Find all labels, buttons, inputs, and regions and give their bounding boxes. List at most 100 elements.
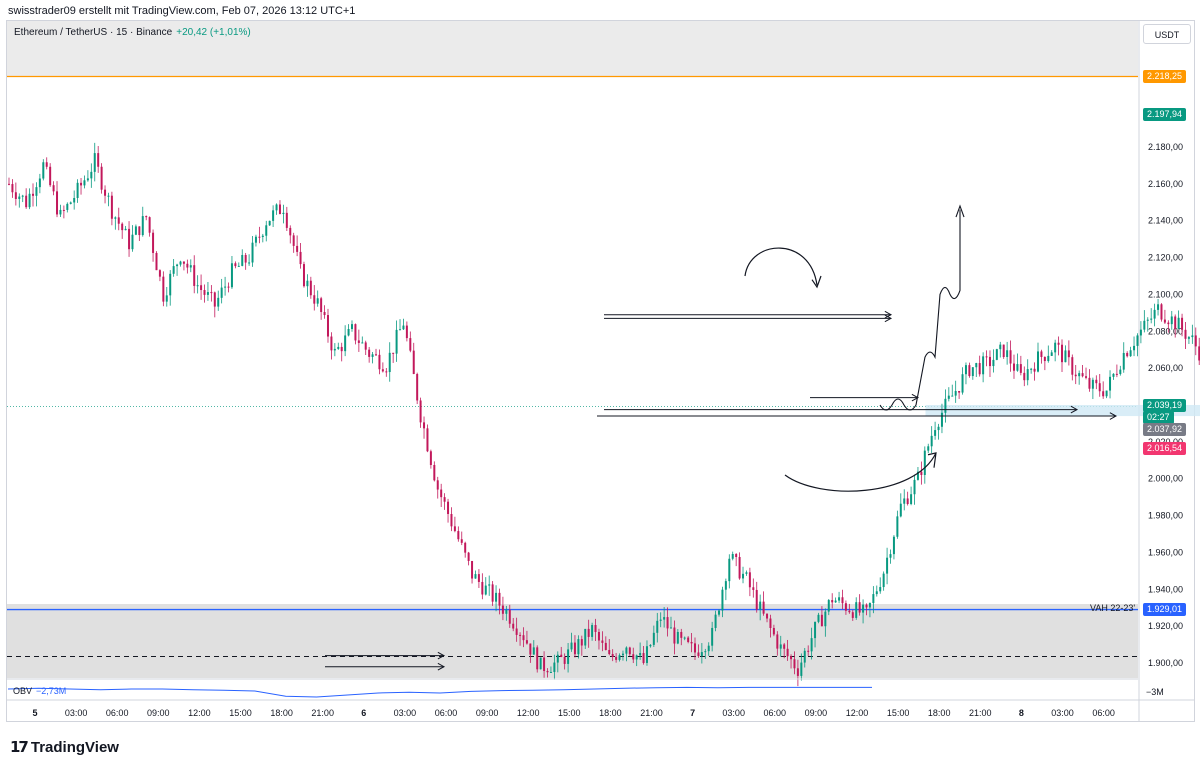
x-tick-label: 12:00 — [517, 708, 540, 718]
candle-body — [899, 503, 902, 517]
candle-body — [165, 295, 168, 302]
x-tick-label: 8 — [1019, 708, 1024, 718]
candle-body — [731, 554, 734, 559]
entry-price-tag: 2.037,92 — [1143, 423, 1187, 436]
candle-body — [93, 153, 96, 172]
candle-body — [776, 634, 779, 649]
y-tick-label: 1.900,00 — [1148, 658, 1183, 668]
candle-body — [224, 286, 227, 288]
candle-body — [567, 649, 570, 664]
candle-body — [179, 261, 182, 265]
candle-body — [896, 516, 899, 537]
candle-body — [1170, 316, 1173, 325]
candle-body — [357, 340, 360, 343]
candle-body — [714, 614, 717, 628]
candle-body — [1187, 337, 1190, 339]
candle-body — [186, 263, 189, 268]
candle-body — [525, 640, 528, 644]
candle-body — [810, 638, 813, 652]
candle-body — [155, 252, 158, 271]
candle-body — [234, 263, 237, 267]
candle-body — [141, 216, 144, 236]
candle-body — [536, 647, 539, 670]
candle-body — [934, 430, 937, 436]
candle-body — [971, 367, 974, 377]
candle-body — [402, 325, 405, 330]
symbol-legend[interactable]: Ethereum / TetherUS · 15 · Binance +20,42… — [14, 27, 251, 38]
obv-line — [7, 686, 872, 698]
candle-body — [302, 264, 305, 287]
candle-body — [1157, 304, 1160, 310]
candle-body — [1091, 379, 1094, 389]
candle-body — [265, 225, 268, 236]
tradingview-logo[interactable]: 𝟭𝟳 TradingView — [10, 738, 119, 756]
x-tick-label: 03:00 — [65, 708, 88, 718]
candle-body — [1181, 317, 1184, 330]
x-tick-label: 06:00 — [435, 708, 458, 718]
candle-body — [735, 554, 738, 557]
candle-body — [718, 610, 721, 615]
candle-body — [573, 642, 576, 655]
candle-body — [309, 280, 312, 296]
candle-body — [69, 202, 72, 204]
candle-body — [131, 234, 134, 250]
candle-body — [1177, 317, 1180, 329]
x-tick-label: 09:00 — [147, 708, 170, 718]
obv-legend[interactable]: OBV −2,73M — [13, 686, 66, 696]
candle-body — [244, 254, 247, 263]
candle-body — [1153, 309, 1156, 319]
candle-body — [337, 346, 340, 349]
x-tick-label: 03:00 — [722, 708, 745, 718]
candle-body — [862, 604, 865, 613]
candle-body — [49, 166, 52, 186]
candle-body — [635, 655, 638, 660]
current-price-tag: 2.039,19 — [1143, 399, 1187, 412]
candle-body — [1002, 344, 1005, 357]
candle-body — [62, 209, 65, 211]
candle-body — [316, 298, 319, 304]
x-tick-label: 15:00 — [229, 708, 252, 718]
candle-body — [296, 245, 299, 252]
x-tick-label: 03:00 — [1051, 708, 1074, 718]
candle-body — [961, 374, 964, 393]
candle-body — [1054, 342, 1057, 353]
candle-body — [481, 581, 484, 595]
candle-body — [251, 242, 254, 263]
candle-body — [724, 581, 727, 590]
candle-body — [258, 236, 261, 238]
candle-body — [584, 628, 587, 646]
candle-body — [549, 671, 552, 673]
candle-body — [1009, 350, 1012, 364]
candle-body — [268, 220, 271, 226]
candle-body — [399, 329, 402, 331]
candle-body — [121, 223, 124, 231]
candle-body — [1174, 316, 1177, 329]
candle-body — [827, 600, 830, 612]
currency-selector[interactable]: USDT — [1143, 24, 1191, 44]
candle-body — [587, 628, 590, 637]
candle-body — [285, 212, 288, 228]
candle-body — [45, 162, 48, 167]
candle-body — [800, 662, 803, 676]
candle-body — [762, 601, 765, 614]
candle-body — [114, 217, 117, 219]
candle-body — [1074, 374, 1077, 377]
candle-body — [652, 632, 655, 645]
breakout-arrow-head — [911, 393, 920, 402]
candle-body — [824, 611, 827, 627]
candle-body — [378, 354, 381, 370]
candle-body — [453, 526, 456, 532]
candle-body — [467, 552, 470, 561]
candle-body — [56, 191, 59, 215]
symbol-name: Ethereum / TetherUS · 15 · Binance — [14, 27, 173, 38]
candle-body — [117, 217, 120, 224]
y-tick-label: 2.100,00 — [1148, 289, 1183, 299]
candle-body — [790, 656, 793, 660]
candle-body — [1126, 352, 1129, 357]
candle-body — [992, 359, 995, 367]
candle-body — [107, 195, 110, 197]
candle-body — [375, 354, 378, 356]
candle-body — [145, 216, 148, 218]
countdown-tag: 02:27 — [1143, 411, 1174, 424]
